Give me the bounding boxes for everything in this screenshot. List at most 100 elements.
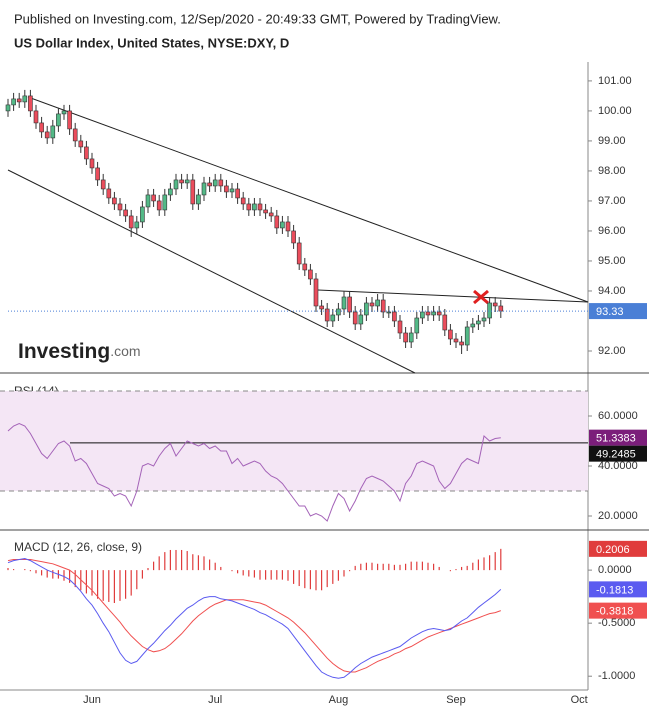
candle-body xyxy=(364,302,369,316)
candle-body xyxy=(16,98,22,103)
trend-line xyxy=(317,289,589,303)
x-tick-label: Jul xyxy=(208,694,222,706)
candle-body xyxy=(380,299,386,313)
candle-body xyxy=(224,185,229,193)
candle-body xyxy=(11,98,16,106)
candle-body xyxy=(67,110,72,130)
macd-value-label-box xyxy=(589,581,647,598)
candle-body xyxy=(229,188,235,193)
candle-body xyxy=(33,110,39,124)
candle-body xyxy=(44,131,50,139)
candle-body xyxy=(235,188,240,199)
x-tick-label: Sep xyxy=(446,694,466,706)
y-tick-label: 99.00 xyxy=(598,135,626,147)
candle-body xyxy=(78,140,84,148)
candle-body xyxy=(448,329,453,340)
candle-body xyxy=(95,167,100,181)
candle-body xyxy=(414,317,420,334)
candle-body xyxy=(358,314,364,325)
candle-body xyxy=(291,230,296,244)
signal-line xyxy=(7,559,501,673)
candle-body xyxy=(196,194,201,205)
candle-body xyxy=(492,302,498,307)
candle-body xyxy=(212,179,218,187)
candle-body xyxy=(313,278,319,307)
last-price-label: 93.33 xyxy=(596,306,624,318)
candle-body xyxy=(123,209,128,217)
candle-body xyxy=(5,104,11,112)
histogram-value-label-box xyxy=(589,540,647,557)
candle-body xyxy=(128,215,134,229)
candle-body xyxy=(420,311,425,319)
trend-line xyxy=(27,96,589,303)
candle-body xyxy=(268,212,274,217)
candle-body xyxy=(397,320,403,334)
signal-value-label-box xyxy=(589,602,647,619)
candle-body xyxy=(162,194,168,211)
candle-body xyxy=(246,203,252,211)
candle-body xyxy=(173,179,179,190)
candle-body xyxy=(442,314,448,331)
candle-body xyxy=(72,128,78,142)
candle-body xyxy=(240,197,246,205)
last-price-label-box xyxy=(589,303,647,320)
candle-body xyxy=(179,179,184,184)
candle-body xyxy=(134,221,140,229)
y-tick-label: 20.0000 xyxy=(598,510,638,522)
rsi-band xyxy=(0,391,588,491)
candle-body xyxy=(308,269,313,280)
macd-title: MACD (12, 26, close, 9) xyxy=(14,540,142,554)
candle-body xyxy=(140,206,145,223)
candle-body xyxy=(481,317,487,322)
y-tick-label: 94.00 xyxy=(598,285,626,297)
candle-body xyxy=(408,332,414,343)
rsi-value-label-box xyxy=(589,429,647,446)
candle-body xyxy=(22,95,28,103)
candle-body xyxy=(117,203,123,211)
y-tick-label: 0.0000 xyxy=(598,564,632,576)
candle-body xyxy=(285,221,291,232)
candle-body xyxy=(369,302,375,307)
candle-body xyxy=(145,194,151,208)
logo-text: Investing xyxy=(18,340,110,363)
candle-body xyxy=(61,110,67,115)
candle-body xyxy=(347,296,352,313)
candle-body xyxy=(257,203,263,211)
y-tick-label: 100.00 xyxy=(598,105,632,117)
level-label-box xyxy=(589,445,647,462)
y-tick-label: 95.00 xyxy=(598,255,626,267)
rsi-line xyxy=(7,422,501,522)
x-tick-label: Oct xyxy=(571,694,588,706)
logo: Investing.com xyxy=(18,340,141,363)
candle-body xyxy=(28,95,33,112)
candle-body xyxy=(453,338,459,343)
candle-body xyxy=(168,188,173,196)
candle-body xyxy=(319,305,324,310)
y-tick-label: -0.5000 xyxy=(598,617,635,629)
candle-body xyxy=(425,311,431,316)
y-tick-label: 98.00 xyxy=(598,165,626,177)
candle-body xyxy=(296,242,302,265)
trend-line xyxy=(7,169,416,374)
candle-body xyxy=(112,197,117,205)
y-tick-label: 92.00 xyxy=(598,345,626,357)
candle-body xyxy=(207,182,212,187)
candle-body xyxy=(89,158,95,169)
candle-body xyxy=(39,122,44,133)
candle-body xyxy=(403,332,408,343)
x-tick-label: Jun xyxy=(83,694,101,706)
candle-body xyxy=(156,200,162,211)
candle-body xyxy=(470,323,476,328)
candle-body xyxy=(476,320,481,325)
signal-value-label: -0.3818 xyxy=(596,606,633,618)
candle-body xyxy=(106,188,112,199)
candle-body xyxy=(386,311,392,314)
candle-body xyxy=(375,299,380,307)
x-tick-label: Aug xyxy=(329,694,349,706)
candle-body xyxy=(84,146,89,160)
candle-body xyxy=(464,326,470,346)
candle-body xyxy=(100,179,106,190)
candle-body xyxy=(50,125,56,139)
candle-body xyxy=(487,302,492,319)
